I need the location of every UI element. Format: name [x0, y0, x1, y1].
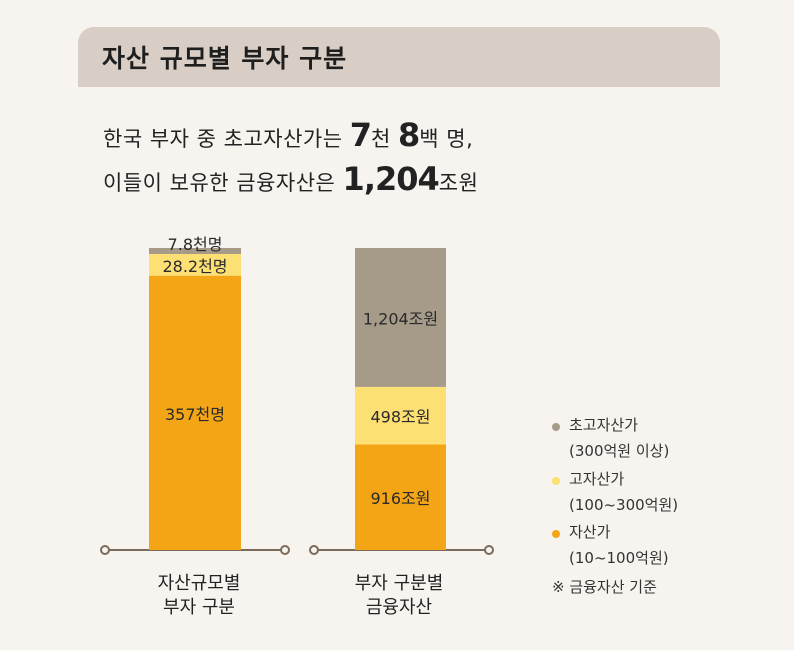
bar-segment-asset — [149, 275, 241, 550]
page-title: 자산 규모별 부자 구분 — [102, 44, 348, 73]
legend-sublabel: (300억원 이상) — [569, 442, 670, 460]
headline-text: 한국 부자 중 초고자산가는 — [103, 127, 350, 151]
headline-text: 천 — [371, 127, 398, 151]
axis-end-marker — [100, 545, 110, 555]
legend-note: ※ 금융자산 기준 — [552, 578, 657, 596]
bar-segment-asset — [355, 444, 446, 550]
legend-sublabel: (10~100억원) — [569, 549, 669, 567]
legend-label: 고자산가 — [569, 470, 625, 488]
bar-segment-high — [149, 253, 241, 276]
headline-highlight: 8 — [398, 116, 420, 154]
legend-label: 자산가 — [569, 523, 611, 541]
bar-segment-high — [355, 386, 446, 445]
legend-swatch-asset — [552, 530, 560, 538]
category-label-line: 금융자산 — [365, 597, 433, 618]
legend-label: 초고자산가 — [569, 416, 639, 434]
headline-line-1: 한국 부자 중 초고자산가는 7천 8백 명, — [103, 116, 473, 154]
legend-sublabel: (100~300억원) — [569, 496, 679, 514]
bar-segment-ultra — [149, 248, 241, 254]
data-label: 498조원 — [371, 408, 431, 427]
title-bar: 자산 규모별 부자 구분 — [78, 27, 720, 87]
axis-end-marker — [309, 545, 319, 555]
category-label-line: 자산규모별 — [157, 573, 241, 594]
category-label-1: 자산규모별 부자 구분 — [99, 572, 299, 620]
headline-highlight: 7 — [349, 116, 372, 154]
axis-end-marker — [280, 545, 290, 555]
headline-text: 이들이 보유한 금융자산은 — [103, 171, 343, 195]
legend-swatch-ultra — [552, 423, 560, 431]
headline-text: 조원 — [438, 171, 479, 195]
data-label: 28.2천명 — [162, 257, 227, 276]
data-label: 1,204조원 — [363, 309, 438, 328]
category-label-2: 부자 구분별 금융자산 — [299, 572, 499, 620]
headline-text: 백 명, — [419, 127, 474, 151]
headline-highlight: 1,204 — [342, 160, 440, 198]
bar-segment-ultra — [355, 248, 446, 387]
data-label: 7.8천명 — [168, 235, 223, 254]
legend-swatch-high — [552, 477, 560, 485]
category-label-line: 부자 구분별 — [354, 573, 444, 594]
data-label: 357천명 — [165, 405, 225, 424]
data-label: 916조원 — [371, 489, 431, 508]
headline-line-2: 이들이 보유한 금융자산은 1,204조원 — [103, 160, 478, 198]
category-label-line: 부자 구분 — [163, 597, 235, 618]
axis-end-marker — [484, 545, 494, 555]
